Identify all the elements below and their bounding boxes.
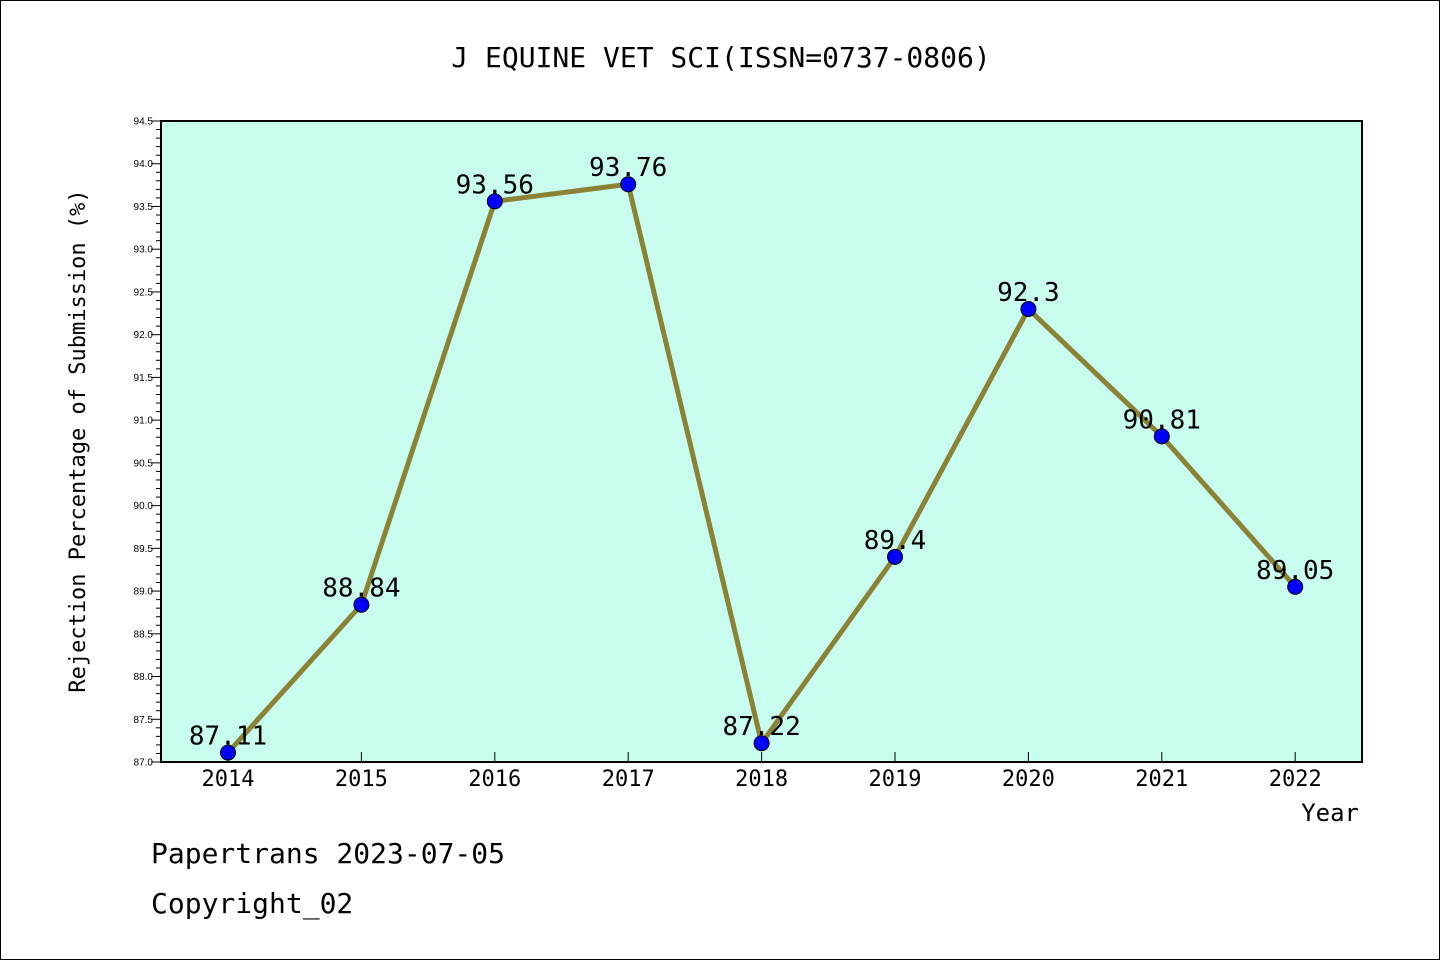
data-label: 88.84 — [322, 574, 400, 604]
y-tick-label: 94.0 — [134, 159, 154, 170]
data-label: 89.05 — [1256, 556, 1334, 586]
data-point — [1020, 301, 1037, 318]
data-label: 90.81 — [1123, 405, 1201, 435]
chart-title: J EQUINE VET SCI(ISSN=0737-0806) — [451, 41, 990, 74]
data-label: 89.4 — [864, 526, 927, 556]
x-axis: 2014 2015 2016 2017 2018 2019 2020 2021 2022 — [202, 752, 1322, 792]
x-tick-label: 2014 — [202, 767, 255, 792]
data-point — [620, 176, 637, 193]
x-tick-label: 2016 — [468, 767, 521, 792]
y-tick-label: 87.5 — [134, 715, 154, 726]
x-tick-label: 2018 — [735, 767, 788, 792]
data-point — [353, 596, 370, 613]
x-tick-label: 2022 — [1269, 767, 1322, 792]
y-tick-label: 92.0 — [134, 330, 154, 341]
y-tick-label: 91.0 — [134, 416, 154, 427]
footer-date-line: Papertrans 2023-07-05 — [151, 837, 506, 870]
data-point — [220, 744, 236, 761]
data-label: 93.76 — [589, 153, 667, 183]
data-label: 87.11 — [189, 722, 267, 752]
x-tick-label: 2020 — [1002, 767, 1055, 792]
data-point — [1287, 578, 1304, 595]
x-tick-label: 2021 — [1135, 767, 1188, 792]
y-tick-label: 90.0 — [134, 501, 154, 512]
data-point — [753, 735, 770, 752]
footer-copyright-line: Copyright_02 — [151, 887, 354, 920]
y-axis: 87.0 87.5 88.0 88.5 89.0 89.5 90.0 90.5 91.0 91.5… — [134, 117, 161, 769]
series-group: 87.11 88.84 93.56 93.76 87.22 89.4 92.3 90.81 89… — [189, 153, 1334, 761]
plot-area — [160, 120, 1363, 763]
data-point — [1153, 428, 1170, 445]
data-label: 92.3 — [997, 278, 1060, 308]
y-tick-label: 88.5 — [134, 629, 154, 640]
x-tick-label: 2015 — [335, 767, 388, 792]
data-label: 93.56 — [456, 170, 534, 200]
y-tick-label: 93.0 — [134, 245, 154, 256]
y-tick-label: 88.0 — [134, 672, 154, 683]
y-tick-label: 90.5 — [134, 458, 154, 469]
x-tick-label: 2017 — [602, 767, 655, 792]
data-point — [486, 193, 503, 210]
y-tick-label: 89.5 — [134, 544, 154, 555]
y-tick-label: 91.5 — [134, 373, 154, 384]
x-axis-label: Year — [1301, 799, 1359, 827]
data-label: 87.22 — [722, 712, 800, 742]
y-tick-label: 92.5 — [134, 287, 154, 298]
data-point — [887, 548, 903, 565]
x-tick-label: 2019 — [869, 767, 922, 792]
y-tick-label: 93.5 — [134, 202, 154, 213]
y-axis-label: Rejection Percentage of Submission (%) — [66, 189, 91, 692]
y-tick-label: 94.5 — [134, 117, 154, 128]
y-tick-label: 87.0 — [134, 758, 154, 769]
y-tick-label: 89.0 — [134, 587, 154, 598]
